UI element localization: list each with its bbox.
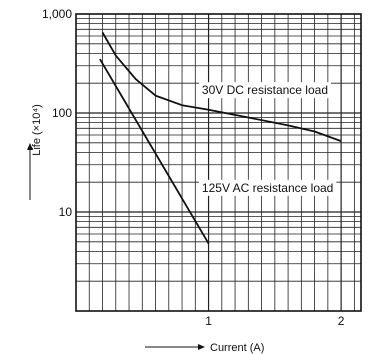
series-line — [99, 58, 210, 245]
tick-labels: 1,000 100 10 1 2 — [42, 7, 345, 328]
x-axis-arrow-head — [198, 344, 205, 350]
x-axis-label: Current (A) — [210, 342, 264, 354]
series-annotation: 30V DC resistance load — [202, 83, 328, 97]
annotation-background — [198, 179, 337, 196]
grid — [76, 14, 361, 311]
series-group — [99, 32, 342, 245]
y-axis-arrow-head — [27, 143, 33, 150]
series-line — [101, 32, 342, 142]
y-tick-label: 10 — [59, 205, 73, 219]
series-annotation: 125V AC resistance load — [202, 181, 333, 195]
y-tick-label: 1,000 — [42, 7, 72, 21]
x-tick-label: 2 — [338, 314, 345, 328]
annotation-background — [198, 82, 332, 99]
annotations: 30V DC resistance load 125V AC resistance… — [198, 82, 337, 196]
plot-frame — [75, 13, 362, 312]
y-axis-label: Life (×10⁴) — [31, 104, 43, 156]
y-tick-label: 100 — [52, 106, 72, 120]
x-tick-label: 1 — [205, 314, 212, 328]
